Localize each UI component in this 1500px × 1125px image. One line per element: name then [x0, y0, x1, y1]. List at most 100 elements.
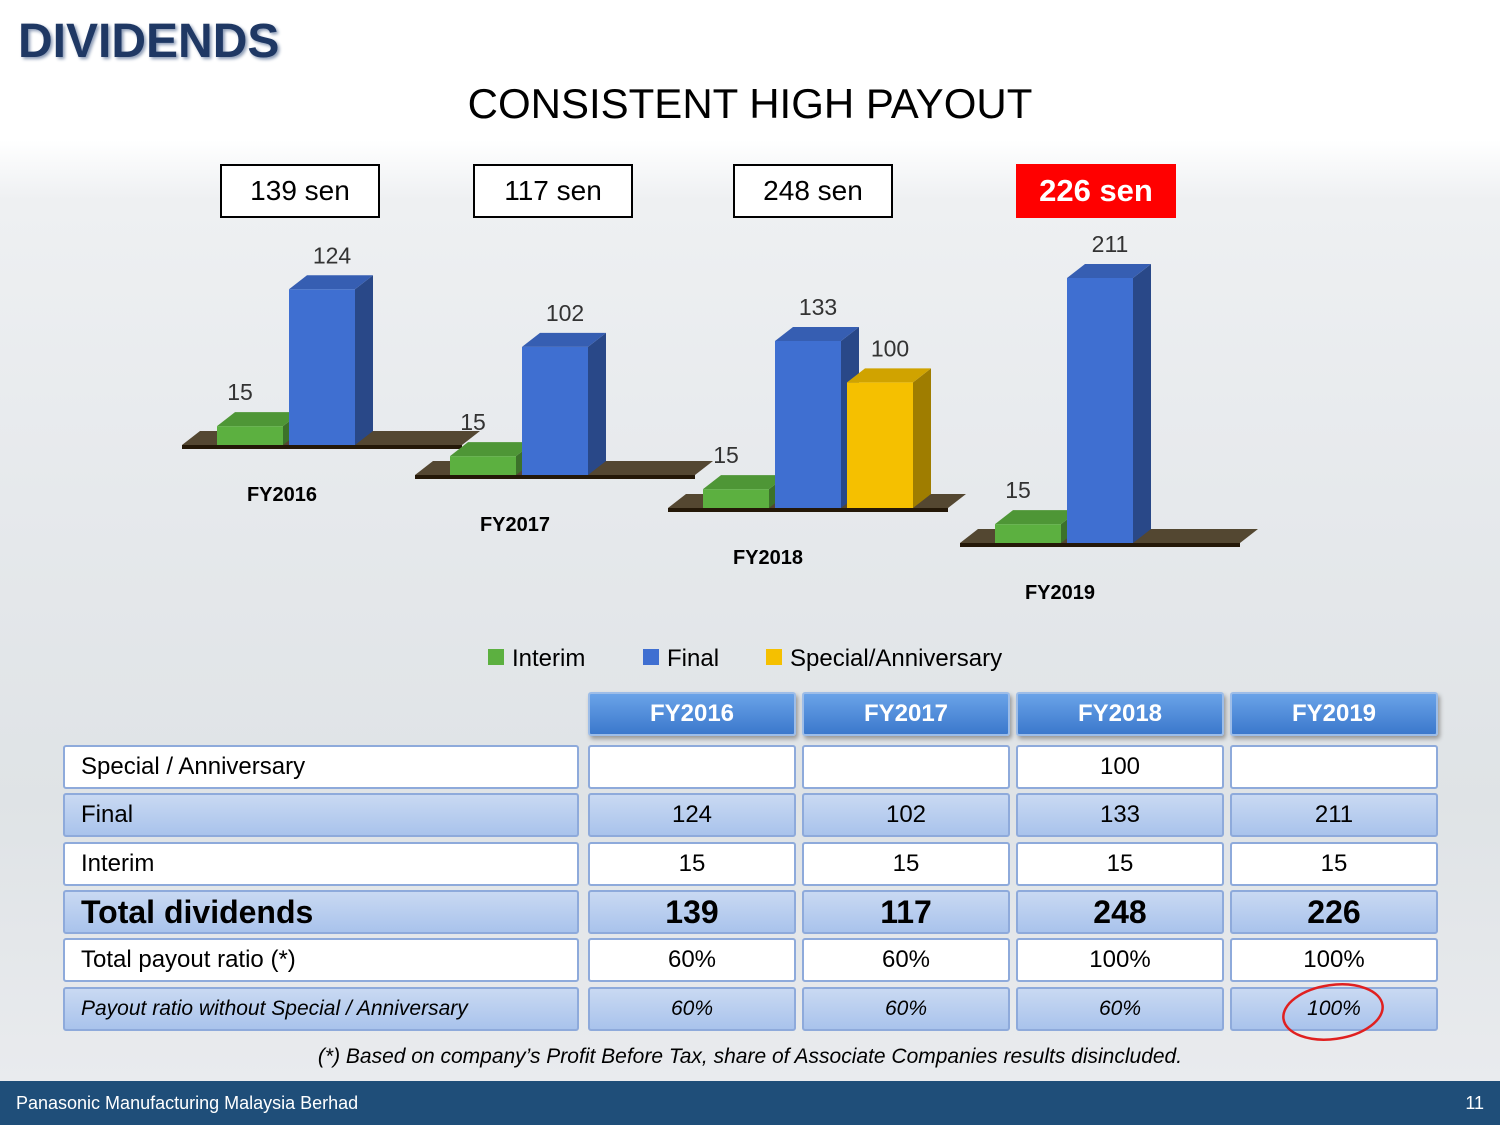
bar: [775, 326, 859, 508]
column-header: FY2019: [1230, 692, 1438, 736]
data-label: 15: [227, 379, 253, 405]
bar-top: [847, 368, 931, 383]
bar-front: [450, 456, 516, 475]
table-cell: 139: [588, 890, 796, 934]
subtitle: CONSISTENT HIGH PAYOUT: [467, 80, 1033, 127]
table-cell: 60%: [588, 987, 796, 1031]
category-label: FY2017: [480, 514, 550, 536]
row-label: Payout ratio without Special / Anniversa…: [63, 987, 579, 1031]
legend-swatch: [643, 649, 659, 665]
bar-front: [847, 382, 913, 508]
title: DIVIDENDS: [18, 15, 280, 68]
table-cell: 248: [1016, 890, 1224, 934]
table-cell: 117: [802, 890, 1010, 934]
table-cell: 15: [1230, 842, 1438, 886]
bar-top: [1067, 264, 1151, 278]
data-label: 124: [313, 242, 352, 268]
category-label: FY2016: [247, 484, 317, 506]
bar-side: [1133, 264, 1151, 543]
table-cell: 100%: [1230, 938, 1438, 982]
data-label: 15: [460, 409, 486, 435]
bar-side: [913, 368, 931, 508]
data-label: 15: [713, 442, 739, 468]
table-cell: 100: [1016, 745, 1224, 789]
floor-edge: [182, 445, 462, 449]
footnote: (*) Based on company’s Profit Before Tax…: [317, 1045, 1183, 1068]
table-cell: 133: [1016, 793, 1224, 837]
data-label: 100: [871, 335, 909, 361]
bar-side: [588, 332, 606, 475]
bar-front: [775, 340, 841, 508]
bar-front: [289, 289, 355, 445]
bar-top: [775, 326, 859, 341]
column-header: FY2018: [1016, 692, 1224, 736]
total-box: 117 sen: [473, 164, 633, 218]
bar-top: [703, 475, 787, 490]
total-box: 248 sen: [733, 164, 893, 218]
table-cell: 15: [588, 842, 796, 886]
table-cell: 211: [1230, 793, 1438, 837]
data-label: 133: [799, 294, 837, 320]
row-label: Final: [63, 793, 579, 837]
table-cell: 60%: [1016, 987, 1224, 1031]
floor-edge: [415, 475, 695, 479]
footer-bar: [0, 1081, 1500, 1125]
floor-edge: [668, 508, 948, 512]
category-label: FY2019: [1025, 582, 1095, 604]
bar: [703, 475, 787, 508]
bar: [450, 442, 534, 475]
table-cell: 226: [1230, 890, 1438, 934]
bar-front: [522, 346, 588, 475]
bar-front: [217, 426, 283, 445]
table-cell: 60%: [588, 938, 796, 982]
table-cell: 100%: [1230, 987, 1438, 1031]
bar: [995, 510, 1079, 543]
column-header: FY2017: [802, 692, 1010, 736]
floor-edge: [960, 543, 1240, 547]
legend-label: Interim: [512, 645, 585, 672]
bar-top: [450, 442, 534, 457]
table-cell: 60%: [802, 938, 1010, 982]
chart: 15 124 FY2016 15 102 FY2017 15 133 100 FY2018 15 21…: [182, 231, 1258, 672]
table-cell: 60%: [802, 987, 1010, 1031]
table-cell: 100%: [1016, 938, 1224, 982]
data-label: 15: [1005, 477, 1031, 503]
total-box: 139 sen: [220, 164, 380, 218]
bar-front: [703, 489, 769, 508]
table-cell: 15: [802, 842, 1010, 886]
bar-front: [995, 524, 1061, 543]
page-number: 11: [1465, 1093, 1484, 1113]
column-header: FY2016: [588, 692, 796, 736]
table-cell: 15: [1016, 842, 1224, 886]
data-label: 102: [546, 300, 584, 326]
bar: [1067, 264, 1151, 543]
table-cell: [588, 745, 796, 789]
bar: [847, 368, 931, 508]
footer-company: Panasonic Manufacturing Malaysia Berhad: [16, 1093, 359, 1113]
row-label: Total dividends: [63, 890, 579, 934]
category-label: FY2018: [733, 547, 803, 569]
legend-label: Special/Anniversary: [790, 645, 1002, 672]
bar: [522, 332, 606, 475]
bar-top: [522, 332, 606, 347]
row-label: Interim: [63, 842, 579, 886]
data-label: 211: [1092, 231, 1129, 257]
bar: [289, 275, 373, 445]
legend-swatch: [766, 649, 782, 665]
legend-swatch: [488, 649, 504, 665]
row-label: Special / Anniversary: [63, 745, 579, 789]
table-cell: 124: [588, 793, 796, 837]
bar-top: [217, 412, 301, 427]
bar-top: [995, 510, 1079, 525]
table-cell: [1230, 745, 1438, 789]
row-label: Total payout ratio (*): [63, 938, 579, 982]
bar: [217, 412, 301, 445]
bar-top: [289, 275, 373, 290]
bar-side: [355, 275, 373, 445]
table-cell: [802, 745, 1010, 789]
total-box: 226 sen: [1016, 164, 1176, 218]
bar-front: [1067, 278, 1133, 543]
table-cell: 102: [802, 793, 1010, 837]
legend-label: Final: [667, 645, 719, 672]
